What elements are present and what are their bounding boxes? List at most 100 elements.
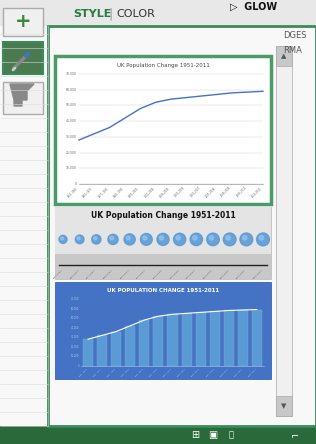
Circle shape [190,233,203,246]
Text: 1971-1981: 1971-1981 [107,368,116,377]
Circle shape [77,237,80,240]
Circle shape [242,236,247,240]
Text: 50,000: 50,000 [66,103,77,107]
Text: UK Population Change 1951-2011: UK Population Change 1951-2011 [91,210,235,219]
Text: 1951-1961: 1951-1961 [53,269,63,279]
Bar [252,309,262,366]
Text: 1961-1971: 1961-1971 [70,269,80,279]
Text: 70,000: 70,000 [66,72,77,76]
Circle shape [223,233,236,246]
Bar [55,56,271,204]
Text: 2006-2007: 2006-2007 [191,368,201,377]
Text: 1981-1991: 1981-1991 [121,368,130,377]
Text: +: + [15,12,31,32]
Text: 30,000: 30,000 [66,135,77,139]
Text: 2004-2005: 2004-2005 [159,186,171,198]
Bar [196,313,206,366]
Text: UK POPULATION CHANGE 1951-2011: UK POPULATION CHANGE 1951-2011 [107,288,219,293]
Text: 2010-2011: 2010-2011 [251,186,263,198]
Text: 2009-2010: 2009-2010 [236,269,246,279]
Text: |: | [108,8,112,20]
Text: ▲: ▲ [281,53,287,59]
Text: 2010-2011: 2010-2011 [248,368,257,377]
Text: STYLE: STYLE [73,9,111,19]
Circle shape [124,234,135,245]
Text: 1991-2001: 1991-2001 [135,368,144,377]
Text: 2001-2004: 2001-2004 [137,269,146,279]
Text: 50,000: 50,000 [70,316,79,320]
Text: 2004-2005: 2004-2005 [163,368,173,377]
Circle shape [209,236,214,240]
Text: 2007-2008: 2007-2008 [205,186,217,198]
Text: 2001-2004: 2001-2004 [149,368,158,377]
Bar [55,207,271,254]
Circle shape [110,236,113,240]
Text: 1991-2001: 1991-2001 [120,269,130,279]
Bar [48,26,316,426]
Bar [3,82,43,114]
Bar [153,316,163,366]
Bar [167,314,178,366]
Text: 1961-1971: 1961-1971 [93,368,102,377]
Text: 10,000: 10,000 [70,354,79,358]
Text: ▷  GLOW: ▷ GLOW [230,2,277,12]
Text: 60,000: 60,000 [71,306,79,310]
Text: 2001-2004: 2001-2004 [143,186,156,198]
Bar [0,426,316,444]
Bar [276,46,292,416]
Text: 2009-2010: 2009-2010 [234,368,243,377]
Bar [3,42,43,74]
Text: 20,000: 20,000 [70,345,79,349]
Text: 2010-2011: 2010-2011 [253,269,263,279]
Circle shape [157,234,169,246]
Text: 2005-2006: 2005-2006 [174,186,186,198]
Text: 2005-2006: 2005-2006 [178,368,186,377]
Text: 2007-2008: 2007-2008 [203,269,213,279]
Text: 0: 0 [75,182,77,186]
Circle shape [240,233,253,246]
Bar [55,282,271,379]
Text: ▼: ▼ [281,403,287,409]
Text: ⌐: ⌐ [291,430,299,440]
Text: 1971-1981: 1971-1981 [97,186,110,198]
Text: 2006-2007: 2006-2007 [190,186,202,198]
Text: 1991-2001: 1991-2001 [128,186,140,198]
Bar [111,332,121,366]
Circle shape [176,236,180,240]
Text: 2004-2005: 2004-2005 [153,269,163,279]
Circle shape [75,235,84,244]
Bar [125,326,135,366]
Text: 2009-2010: 2009-2010 [235,186,248,198]
Text: 10,000: 10,000 [66,166,77,170]
Circle shape [207,233,219,246]
Text: 1951-1961: 1951-1961 [67,186,79,198]
Text: 40,000: 40,000 [70,326,79,330]
Text: 1961-1971: 1961-1971 [82,186,94,198]
Text: ▣: ▣ [208,430,218,440]
Text: 2006-2007: 2006-2007 [186,269,196,279]
Circle shape [140,234,152,245]
Text: 2008-2009: 2008-2009 [220,269,230,279]
Text: 60,000: 60,000 [66,88,77,92]
Circle shape [143,236,147,240]
Text: UK Population Change 1951-2011: UK Population Change 1951-2011 [117,63,210,67]
Bar [0,26,48,426]
Text: 2005-2006: 2005-2006 [170,269,180,279]
Polygon shape [10,84,34,106]
Circle shape [92,235,101,244]
Circle shape [173,233,186,246]
Bar [210,311,220,366]
Bar [48,26,316,426]
Bar [224,310,234,366]
Bar [97,335,107,366]
Bar [276,396,292,416]
Circle shape [226,236,230,240]
Bar [3,8,43,36]
Text: 1981-1991: 1981-1991 [103,269,113,279]
Text: ⊞: ⊞ [191,430,199,440]
Circle shape [94,237,97,240]
Circle shape [108,234,118,245]
Text: 1971-1981: 1971-1981 [87,269,96,279]
Text: ⬜: ⬜ [228,431,234,440]
Circle shape [61,237,64,240]
